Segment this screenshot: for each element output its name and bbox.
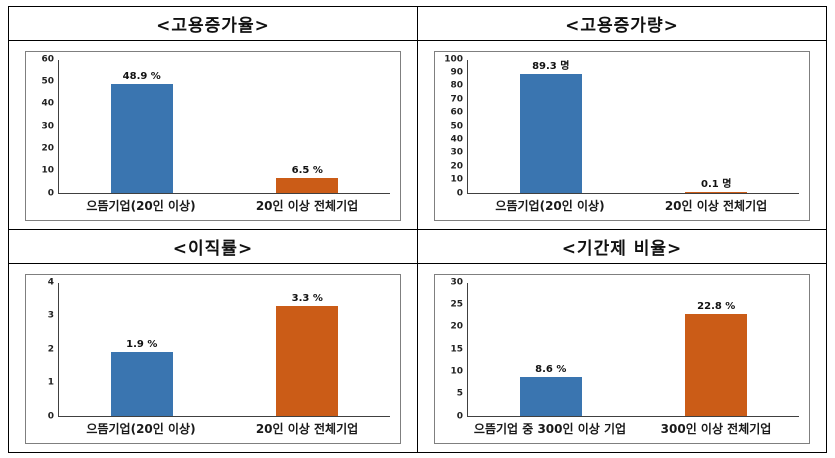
y-tick-label: 25 xyxy=(450,299,463,310)
y-tick-label: 100 xyxy=(444,54,463,64)
chart-title-fixed-term-ratio: <기간제 비율> xyxy=(417,229,827,264)
plot-area: 48.9 % 6.5 % xyxy=(58,59,391,194)
bar-slot: 6.5 % xyxy=(225,60,391,193)
chart-turnover-rate: 0 1 2 3 4 1.9 % 3.3 % 으뜸기업(20인 이상) 20인 이상 전체기업 xyxy=(25,273,401,444)
bar xyxy=(276,178,339,193)
chart-plot-area-wrap: 0 1 2 3 4 1.9 % 3.3 % xyxy=(32,278,391,421)
y-tick-label: 20 xyxy=(41,143,54,154)
bar-value-label: 8.6 % xyxy=(535,364,567,376)
y-tick-label: 0 xyxy=(47,188,54,198)
y-tick-label: 60 xyxy=(450,107,463,118)
y-tick-label: 40 xyxy=(450,134,463,145)
bar xyxy=(110,352,173,416)
y-tick-label: 30 xyxy=(450,147,463,158)
bar-slot: 89.3 명 xyxy=(468,60,634,193)
y-tick-label: 15 xyxy=(450,344,463,354)
y-tick-label: 80 xyxy=(450,80,463,91)
chart-title-turnover-rate: <이직률> xyxy=(8,229,418,264)
y-tick-label: 1 xyxy=(47,377,54,388)
plot-area: 8.6 % 22.8 % xyxy=(467,282,800,417)
y-tick-label: 70 xyxy=(450,94,463,105)
y-tick-label: 10 xyxy=(41,165,54,176)
y-tick-label: 60 xyxy=(41,54,54,64)
chart-cell-employment-growth-amount: 0 10 20 30 40 50 60 70 80 90 100 89.3 명 0.1 명 으뜸기업(… xyxy=(417,40,827,230)
y-tick-label: 50 xyxy=(450,121,463,131)
chart-plot-area-wrap: 0 10 20 30 40 50 60 48.9 % 6.5 % xyxy=(32,55,391,198)
chart-employment-growth-amount: 0 10 20 30 40 50 60 70 80 90 100 89.3 명 0.1 명 으뜸기업(… xyxy=(434,50,810,221)
plot-area: 89.3 명 0.1 명 xyxy=(467,59,800,194)
y-tick-label: 20 xyxy=(450,321,463,332)
x-category-label: 으뜸기업(20인 이상) xyxy=(86,422,196,436)
bar-value-label: 1.9 % xyxy=(126,339,158,351)
chart-fixed-term-ratio: 0 5 10 15 20 25 30 8.6 % 22.8 % 으뜸기업 중 300인 이상 … xyxy=(434,273,810,444)
x-axis-labels: 으뜸기업(20인 이상) 20인 이상 전체기업 xyxy=(58,417,390,441)
chart-cell-turnover-rate: 0 1 2 3 4 1.9 % 3.3 % 으뜸기업(20인 이상) 20인 이상 전체기업 xyxy=(8,263,418,453)
bar-value-label: 3.3 % xyxy=(291,292,323,304)
bar-slot: 0.1 명 xyxy=(634,60,800,193)
chart-plot-area-wrap: 0 10 20 30 40 50 60 70 80 90 100 89.3 명 0.1 명 xyxy=(441,55,800,198)
y-tick-label: 0 xyxy=(456,411,463,421)
bar xyxy=(276,305,339,416)
x-category-label: 20인 이상 전체기업 xyxy=(255,199,359,213)
chart-employment-growth-rate: 0 10 20 30 40 50 60 48.9 % 6.5 % 으뜸기업(20인 이상) 20… xyxy=(25,50,401,221)
y-axis: 0 10 20 30 40 50 60 xyxy=(32,55,58,198)
y-tick-label: 0 xyxy=(456,188,463,198)
bar-slot: 48.9 % xyxy=(59,60,225,193)
y-tick-label: 40 xyxy=(41,98,54,109)
bar-value-label: 6.5 % xyxy=(291,165,323,177)
x-category-label: 300인 이상 전체기업 xyxy=(660,422,772,436)
y-tick-label: 30 xyxy=(41,121,54,131)
chart-title-employment-growth-rate: <고용증가율> xyxy=(8,6,418,41)
bar xyxy=(519,377,582,416)
y-axis: 0 1 2 3 4 xyxy=(32,278,58,421)
plot-area: 1.9 % 3.3 % xyxy=(58,282,391,417)
chart-cell-employment-growth-rate: 0 10 20 30 40 50 60 48.9 % 6.5 % 으뜸기업(20인 이상) 20… xyxy=(8,40,418,230)
y-tick-label: 2 xyxy=(47,344,54,354)
y-tick-label: 20 xyxy=(450,161,463,172)
y-tick-label: 0 xyxy=(47,411,54,421)
chart-title-employment-growth-amount: <고용증가량> xyxy=(417,6,827,41)
bar xyxy=(685,314,748,416)
y-axis: 0 10 20 30 40 50 60 70 80 90 100 xyxy=(441,55,467,198)
y-tick-label: 10 xyxy=(450,174,463,185)
bar xyxy=(110,84,173,193)
y-tick-label: 5 xyxy=(456,388,463,399)
charts-grid: <고용증가율> <고용증가량> 0 10 20 30 40 50 60 48.9 % 6.5 … xyxy=(8,6,827,453)
x-category-label: 으뜸기업(20인 이상) xyxy=(495,199,605,213)
chart-plot-area-wrap: 0 5 10 15 20 25 30 8.6 % 22.8 % xyxy=(441,278,800,421)
bar xyxy=(685,191,748,193)
y-tick-label: 50 xyxy=(41,76,54,87)
bar-value-label: 22.8 % xyxy=(697,301,736,313)
x-axis-labels: 으뜸기업(20인 이상) 20인 이상 전체기업 xyxy=(467,194,799,218)
bar-slot: 8.6 % xyxy=(468,283,634,416)
bar-slot: 22.8 % xyxy=(634,283,800,416)
bar-value-label: 0.1 명 xyxy=(701,178,732,190)
bar xyxy=(519,73,582,193)
y-tick-label: 10 xyxy=(450,366,463,377)
bar-value-label: 48.9 % xyxy=(122,71,161,83)
y-tick-label: 90 xyxy=(450,67,463,78)
x-axis-labels: 으뜸기업 중 300인 이상 기업 300인 이상 전체기업 xyxy=(467,417,799,441)
x-category-label: 으뜸기업(20인 이상) xyxy=(86,199,196,213)
y-axis: 0 5 10 15 20 25 30 xyxy=(441,278,467,421)
y-tick-label: 3 xyxy=(47,310,54,321)
x-category-label: 20인 이상 전체기업 xyxy=(255,422,359,436)
y-tick-label: 30 xyxy=(450,277,463,287)
chart-cell-fixed-term-ratio: 0 5 10 15 20 25 30 8.6 % 22.8 % 으뜸기업 중 300인 이상 … xyxy=(417,263,827,453)
bar-value-label: 89.3 명 xyxy=(532,60,570,72)
x-category-label: 으뜸기업 중 300인 이상 기업 xyxy=(473,422,627,436)
x-category-label: 20인 이상 전체기업 xyxy=(664,199,768,213)
bar-slot: 1.9 % xyxy=(59,283,225,416)
bar-slot: 3.3 % xyxy=(225,283,391,416)
x-axis-labels: 으뜸기업(20인 이상) 20인 이상 전체기업 xyxy=(58,194,390,218)
y-tick-label: 4 xyxy=(47,277,54,287)
